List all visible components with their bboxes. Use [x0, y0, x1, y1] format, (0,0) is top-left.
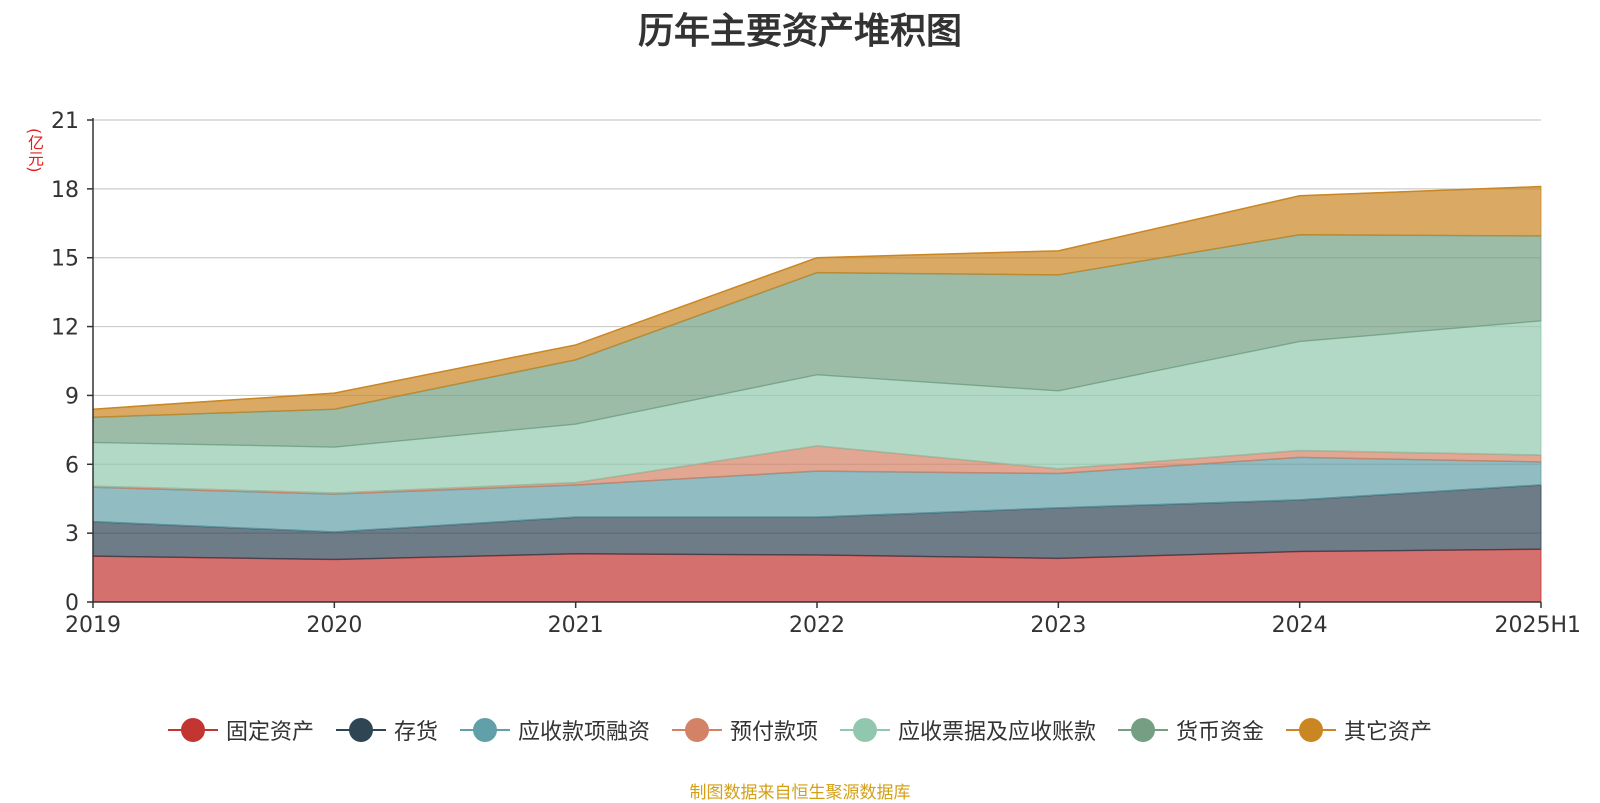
- legend-marker-icon: [671, 718, 722, 742]
- legend-marker-icon: [1118, 718, 1169, 742]
- legend-dot: [1131, 718, 1156, 742]
- y-tick-label: 15: [51, 247, 79, 272]
- x-tick-label: 2025H1: [1494, 613, 1581, 638]
- legend-item-0[interactable]: 固定资产: [167, 714, 314, 746]
- x-tick-label: 2023: [1030, 613, 1086, 638]
- legend-label: 应收票据及应收账款: [898, 720, 1097, 745]
- y-tick-label: 21: [51, 109, 79, 134]
- y-tick-label: 3: [65, 522, 79, 547]
- legend: 固定资产 存货 应收款项融资 预付款项 应收票据及应收账款 货币资金 其它资产: [0, 714, 1600, 746]
- chart-title: 历年主要资产堆积图: [637, 11, 962, 52]
- y-tick-label: 6: [65, 453, 79, 478]
- legend-dot: [853, 718, 877, 742]
- legend-marker-icon: [167, 718, 218, 742]
- tick-labels: 0 3 6 9 12 15 18 21 2019 2020 2021 2022 2023 2024 2025…: [51, 109, 1581, 638]
- y-tick-label: 0: [65, 591, 79, 616]
- legend-marker-icon: [459, 718, 510, 742]
- series-top-line-6: [92, 185, 1542, 410]
- x-tick-label: 2024: [1272, 613, 1328, 638]
- legend-dot: [348, 718, 373, 742]
- y-tick-label: 9: [65, 384, 79, 409]
- legend-dot: [180, 718, 205, 742]
- y-tick-label: 12: [51, 316, 79, 341]
- area-series: [92, 185, 1542, 603]
- legend-dot: [472, 718, 497, 742]
- legend-label: 其它资产: [1344, 720, 1433, 745]
- legend-item-3[interactable]: 预付款项: [671, 714, 818, 746]
- legend-label: 货币资金: [1176, 720, 1265, 745]
- legend-item-5[interactable]: 货币资金: [1118, 714, 1264, 746]
- legend-dot: [1299, 718, 1324, 742]
- legend-item-2[interactable]: 应收款项融资: [459, 714, 650, 746]
- legend-item-1[interactable]: 存货: [335, 714, 438, 746]
- legend-dot: [684, 718, 709, 742]
- legend-label: 存货: [393, 720, 438, 745]
- x-tick-label: 2019: [65, 613, 121, 638]
- y-axis-unit-label: (亿元): [25, 127, 44, 173]
- axes: [87, 118, 1542, 608]
- legend-marker-icon: [335, 718, 386, 742]
- legend-marker-icon: [840, 718, 890, 742]
- x-tick-label: 2021: [548, 613, 604, 638]
- legend-label: 应收款项融资: [517, 720, 650, 745]
- legend-marker-icon: [1286, 718, 1337, 742]
- legend-label: 固定资产: [225, 720, 314, 745]
- x-tick-label: 2022: [789, 613, 845, 638]
- source-note: 制图数据来自恒生聚源数据库: [689, 783, 911, 803]
- legend-label: 预付款项: [729, 720, 818, 745]
- y-tick-label: 18: [51, 178, 79, 203]
- legend-item-6[interactable]: 其它资产: [1286, 714, 1432, 746]
- legend-item-4[interactable]: 应收票据及应收账款: [840, 714, 1096, 746]
- x-tick-label: 2020: [306, 613, 362, 638]
